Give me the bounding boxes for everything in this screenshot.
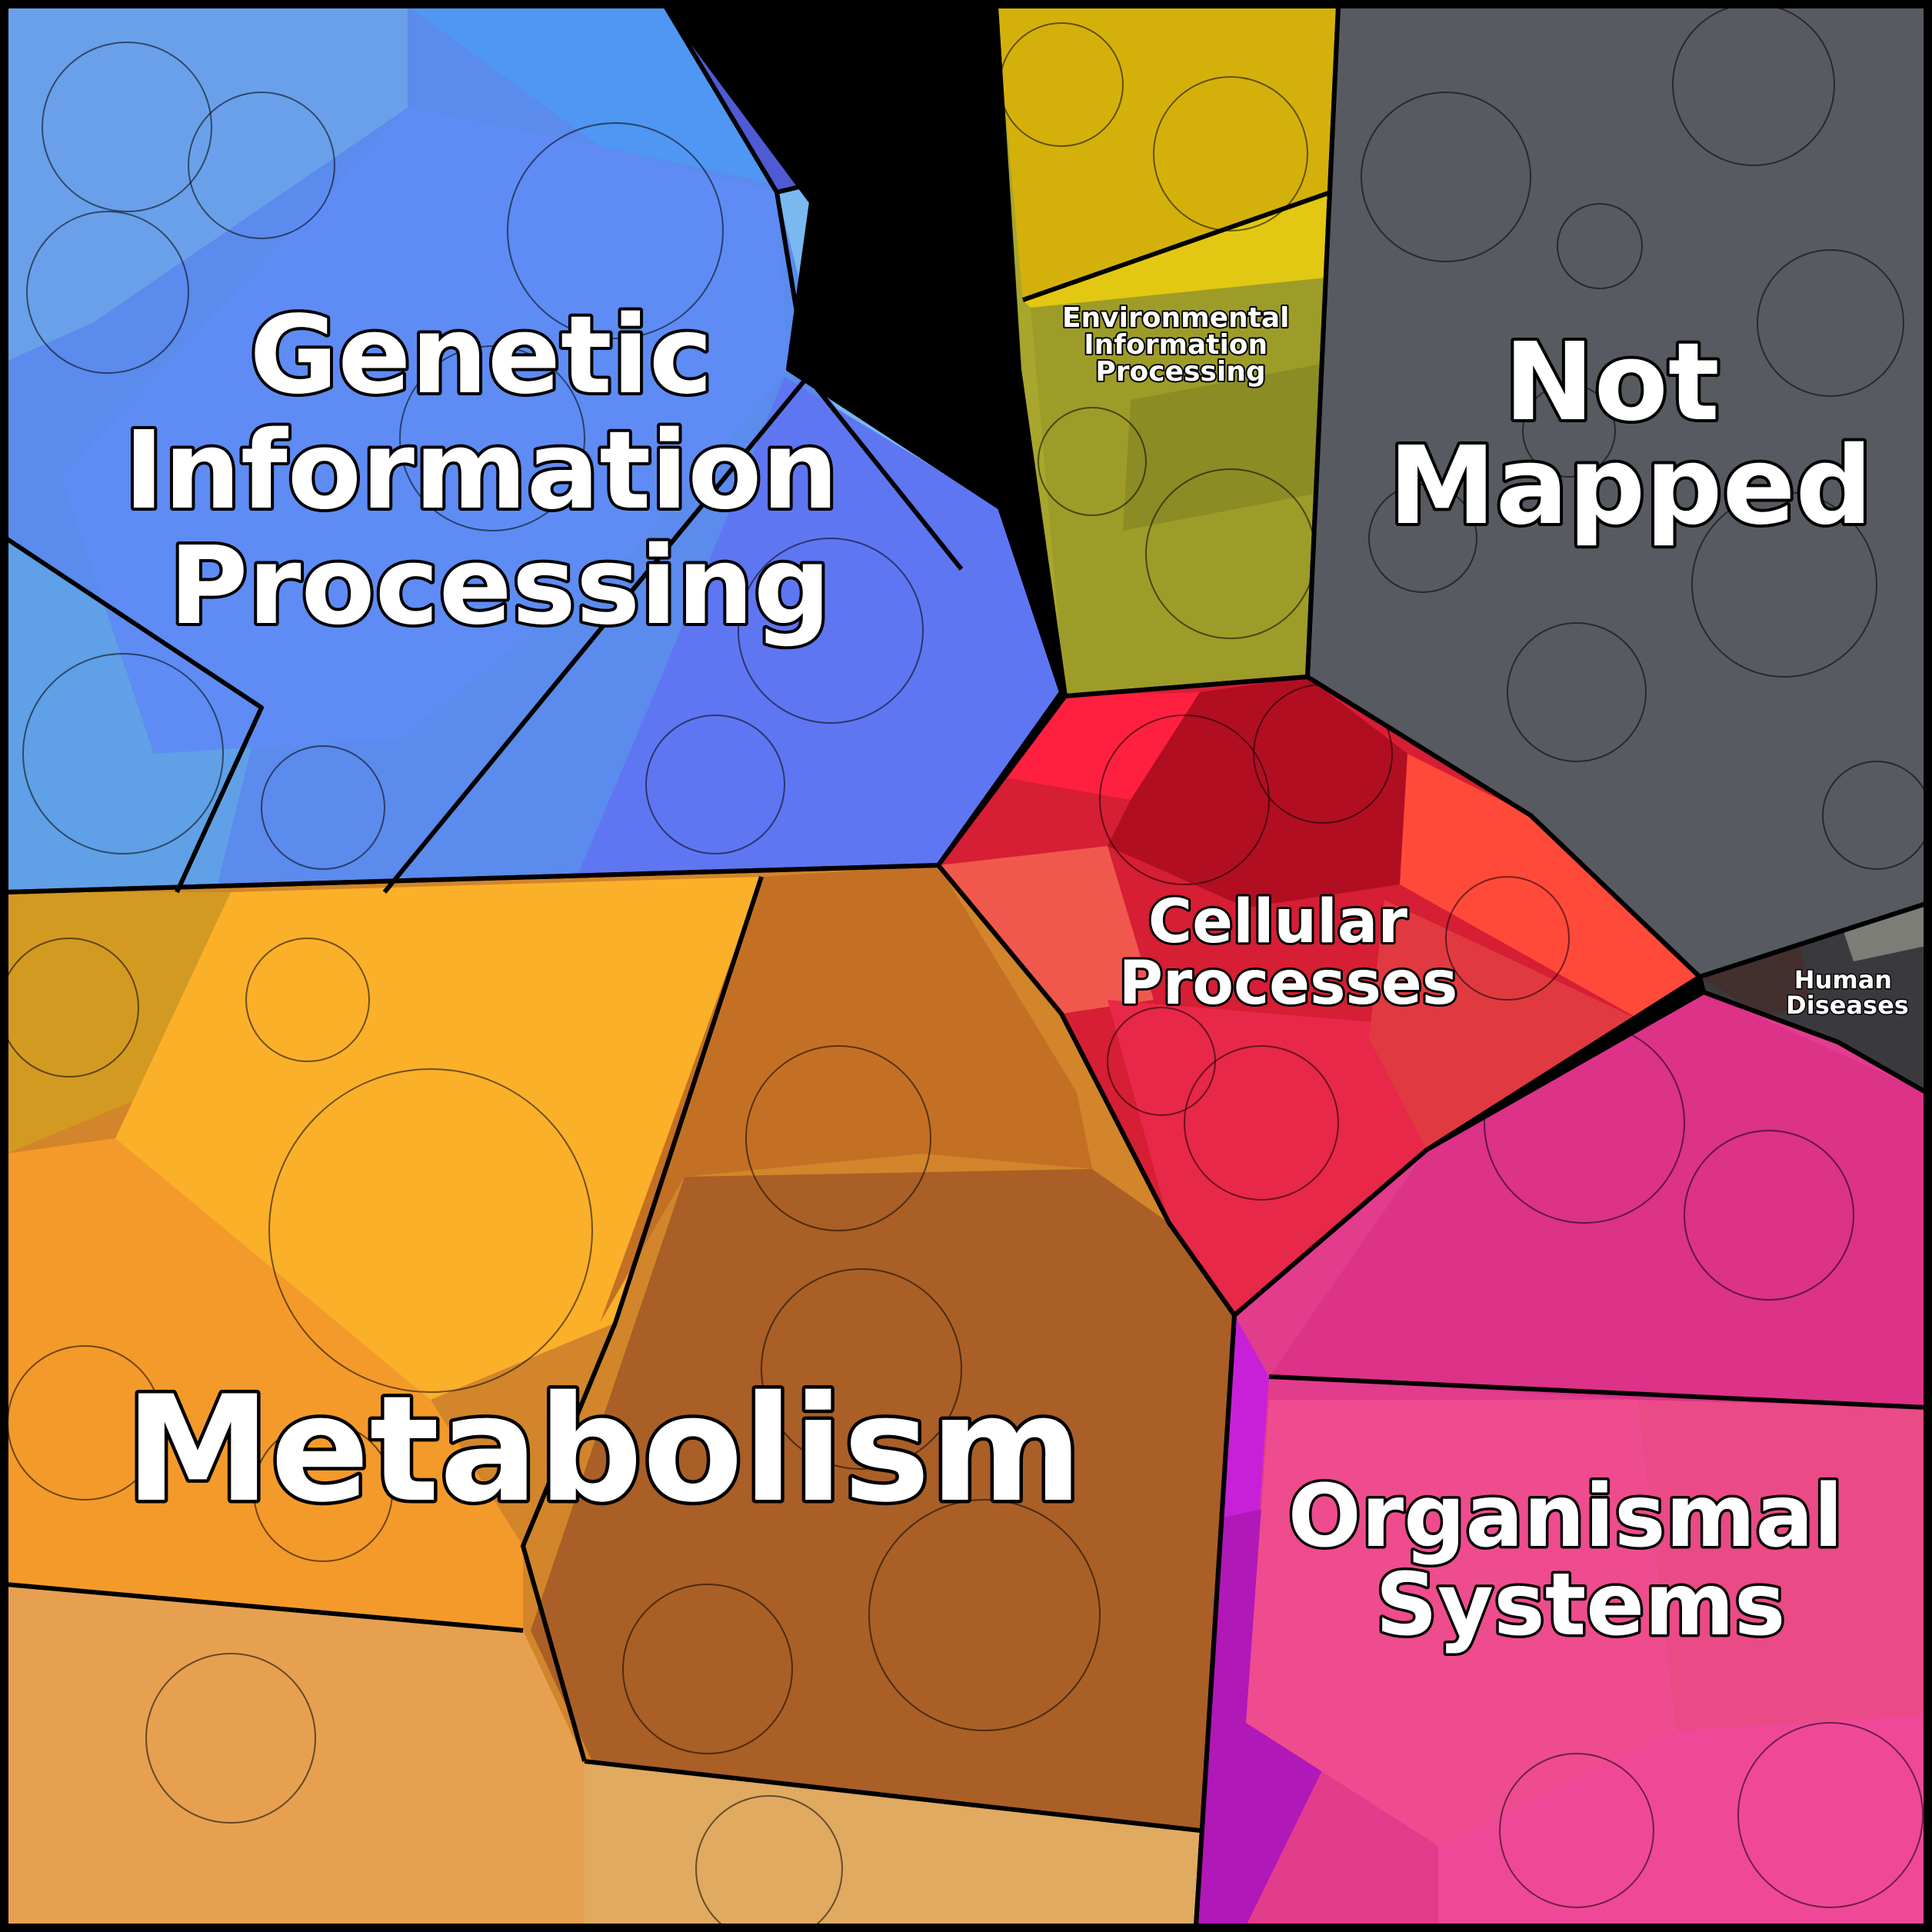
label-human-diseases: Human Diseases — [1786, 965, 1909, 1020]
cellular-sub-cells — [938, 677, 1700, 1315]
label-not-mapped: Not Mapped — [1388, 320, 1872, 549]
environmental-sub-cells — [996, 6, 1338, 696]
label-environmental-information-processing: Environmental Information Processing — [1062, 302, 1299, 388]
label-organismal-systems: Organismal Systems — [1288, 1467, 1874, 1655]
label-layer: Genetic Information Processing Environme… — [121, 290, 1910, 1658]
label-cellular-processes: Cellular Processes — [1119, 888, 1458, 1018]
not-mapped-sub-cells — [1307, 6, 1926, 977]
label-metabolism: Metabolism — [125, 1364, 1083, 1534]
organismal-sub-cells — [1196, 992, 1926, 1926]
label-genetic-information-processing: Genetic Information Processing — [124, 293, 876, 649]
region-border-layer — [4, 4, 1928, 1928]
metabolism-sub-cells — [6, 865, 1234, 1926]
